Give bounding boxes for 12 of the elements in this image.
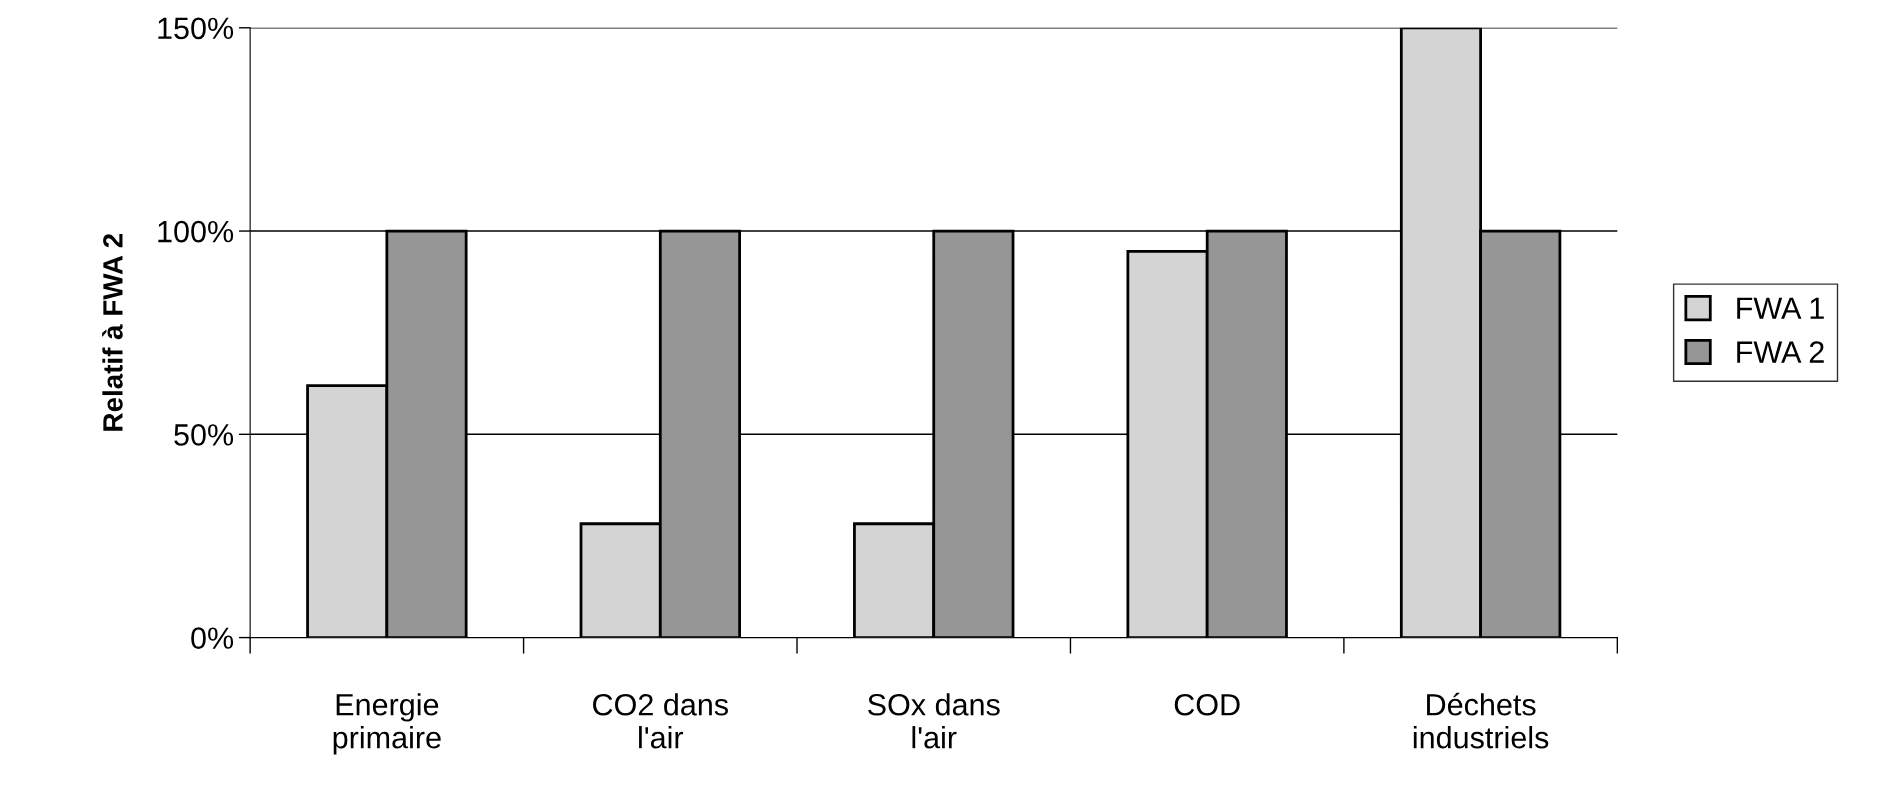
- x-tick-label: SOx dans l'air: [868, 693, 1000, 749]
- y-tick-label: 150%: [158, 17, 234, 40]
- legend-label: FWA 2: [1737, 341, 1824, 363]
- y-axis-title: Relatif à FWA 2: [102, 233, 123, 431]
- y-tick-label: 50%: [174, 424, 234, 446]
- x-tick-label: COD: [1174, 693, 1240, 716]
- x-tick-label: Energie primaire: [333, 693, 441, 755]
- x-tick-label: Déchets industriels: [1413, 692, 1549, 749]
- y-tick-label: 0%: [191, 627, 234, 649]
- y-tick-label: 100%: [158, 220, 234, 243]
- x-tick-label: CO2 dans l'air: [593, 693, 728, 749]
- legend-label: FWA 1: [1737, 297, 1824, 319]
